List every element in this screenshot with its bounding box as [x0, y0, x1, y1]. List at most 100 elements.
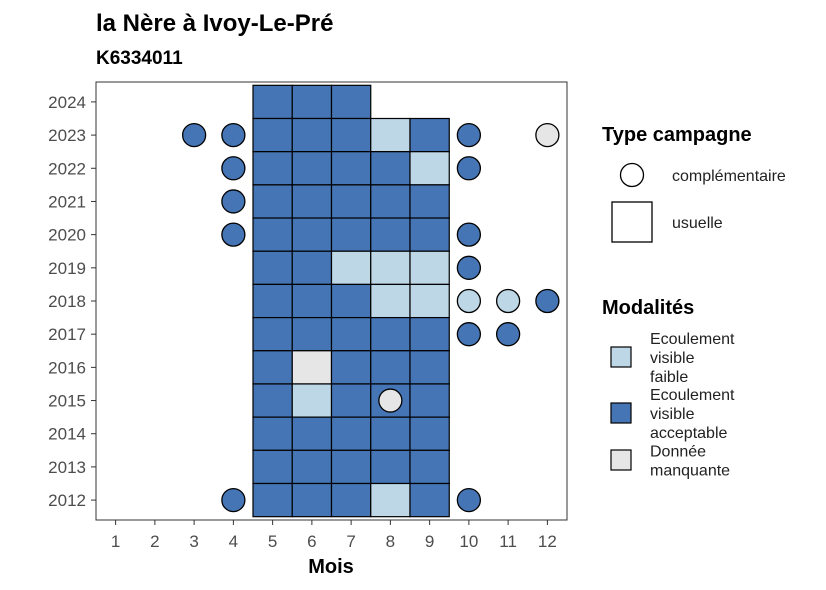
point-2018-11	[495, 288, 521, 314]
x-tick-label-2: 2	[150, 532, 159, 551]
legend-label-manquante-0: Donnée	[650, 444, 706, 461]
legend-fill: Modalités EcoulementvisiblefaibleEcoulem…	[602, 297, 735, 480]
point-2015-8	[378, 388, 403, 413]
usual-tiles	[252, 84, 450, 518]
tile-2013-9	[409, 449, 450, 485]
tile-2013-8	[370, 449, 411, 485]
x-tick-label-4: 4	[229, 532, 238, 551]
legend-key-manquante	[610, 449, 632, 471]
tile-2020-9	[409, 217, 450, 252]
tile-2022-6	[291, 151, 333, 186]
tile-2023-9	[409, 117, 450, 153]
point-2023-3	[181, 122, 207, 148]
tile-2022-8	[370, 151, 411, 186]
legend-square-icon	[611, 201, 653, 243]
tile-2014-6	[291, 416, 333, 451]
point-2023-4	[221, 122, 246, 148]
point-2019-10	[456, 255, 482, 280]
x-tick-label-11: 11	[499, 532, 517, 551]
legend-label-acceptable-2: acceptable	[650, 425, 727, 442]
tile-2018-7	[330, 283, 372, 319]
legend-shape-label-usuelle: usuelle	[672, 215, 723, 232]
y-tick-label-2023: 2023	[48, 126, 86, 145]
x-tick-label-6: 6	[307, 532, 316, 551]
legend-fill-title: Modalités	[602, 297, 694, 319]
tile-2015-5	[252, 383, 293, 418]
tile-2018-5	[252, 283, 293, 319]
legend-shape: Type campagne complémentaire usuelle	[602, 124, 786, 243]
chart-title: la Nère à Ivoy-Le-Pré	[96, 10, 333, 37]
tile-2015-9	[409, 383, 450, 418]
tile-2021-6	[291, 184, 333, 219]
tile-2022-9	[409, 151, 450, 186]
point-2017-11	[495, 322, 521, 347]
y-tick-label-2020: 2020	[48, 226, 86, 245]
point-2021-4	[221, 189, 246, 214]
tile-2019-7	[330, 250, 372, 286]
plot-area	[95, 81, 568, 521]
legend-key-acceptable	[610, 402, 632, 424]
tile-2015-6	[291, 383, 333, 418]
legend-label-acceptable-1: visible	[650, 406, 695, 423]
tile-2016-9	[409, 350, 450, 385]
tile-2023-7	[330, 117, 372, 153]
legend-key-faible	[610, 346, 632, 368]
tile-2013-6	[291, 449, 333, 485]
y-tick-label-2013: 2013	[48, 458, 86, 477]
y-tick-label-2014: 2014	[48, 425, 86, 444]
tile-2018-6	[291, 283, 333, 319]
point-2020-4	[221, 222, 246, 247]
tile-2020-7	[330, 217, 372, 252]
point-2023-10	[456, 122, 482, 148]
tile-2017-5	[252, 316, 293, 352]
tile-2021-8	[370, 184, 411, 219]
tile-2016-5	[252, 350, 293, 385]
x-tick-label-3: 3	[189, 532, 198, 551]
point-2018-10	[456, 288, 482, 314]
tile-2016-6	[291, 350, 333, 385]
point-2012-10	[456, 487, 482, 513]
y-axis: 2012 2013 2014 2015 2016 2017 2018 2019 2020 2021…	[48, 93, 96, 510]
x-tick-label-12: 12	[538, 532, 557, 551]
legend-label-faible-2: faible	[650, 369, 688, 386]
x-tick-label-8: 8	[386, 532, 395, 551]
tile-2023-8	[370, 117, 411, 153]
point-2023-12	[535, 122, 560, 148]
tile-2018-9	[409, 283, 450, 319]
tile-2015-7	[330, 383, 372, 418]
point-2020-10	[456, 222, 482, 247]
legend-shape-title: Type campagne	[602, 124, 752, 146]
legend-label-manquante-1: manquante	[650, 463, 730, 480]
tile-2014-5	[252, 416, 293, 451]
tile-2020-5	[252, 217, 293, 252]
tile-2022-7	[330, 151, 372, 186]
point-2022-4	[221, 156, 246, 181]
extra-points	[181, 122, 560, 513]
tile-2018-8	[370, 283, 411, 319]
tile-2024-5	[252, 84, 293, 120]
tile-2016-7	[330, 350, 372, 385]
tile-2012-5	[252, 482, 293, 518]
legend-label-faible-0: Ecoulement	[650, 331, 735, 348]
tile-2017-8	[370, 316, 411, 352]
y-tick-label-2024: 2024	[48, 93, 86, 112]
tile-2020-8	[370, 217, 411, 252]
tile-2019-8	[370, 250, 411, 286]
tile-2024-7	[330, 84, 372, 120]
y-tick-label-2012: 2012	[48, 491, 86, 510]
y-tick-label-2018: 2018	[48, 292, 86, 311]
legend-shape-label-complementaire: complémentaire	[672, 168, 786, 185]
tile-2017-9	[409, 316, 450, 352]
y-tick-label-2015: 2015	[48, 392, 86, 411]
tile-2021-9	[409, 184, 450, 219]
tile-2012-7	[330, 482, 372, 518]
tile-2014-7	[330, 416, 372, 451]
y-tick-label-2016: 2016	[48, 358, 86, 377]
x-tick-label-10: 10	[459, 532, 478, 551]
tile-2021-7	[330, 184, 372, 219]
x-tick-label-5: 5	[268, 532, 277, 551]
tile-2012-9	[409, 482, 450, 518]
point-2017-10	[456, 322, 482, 347]
tile-2014-9	[409, 416, 450, 451]
